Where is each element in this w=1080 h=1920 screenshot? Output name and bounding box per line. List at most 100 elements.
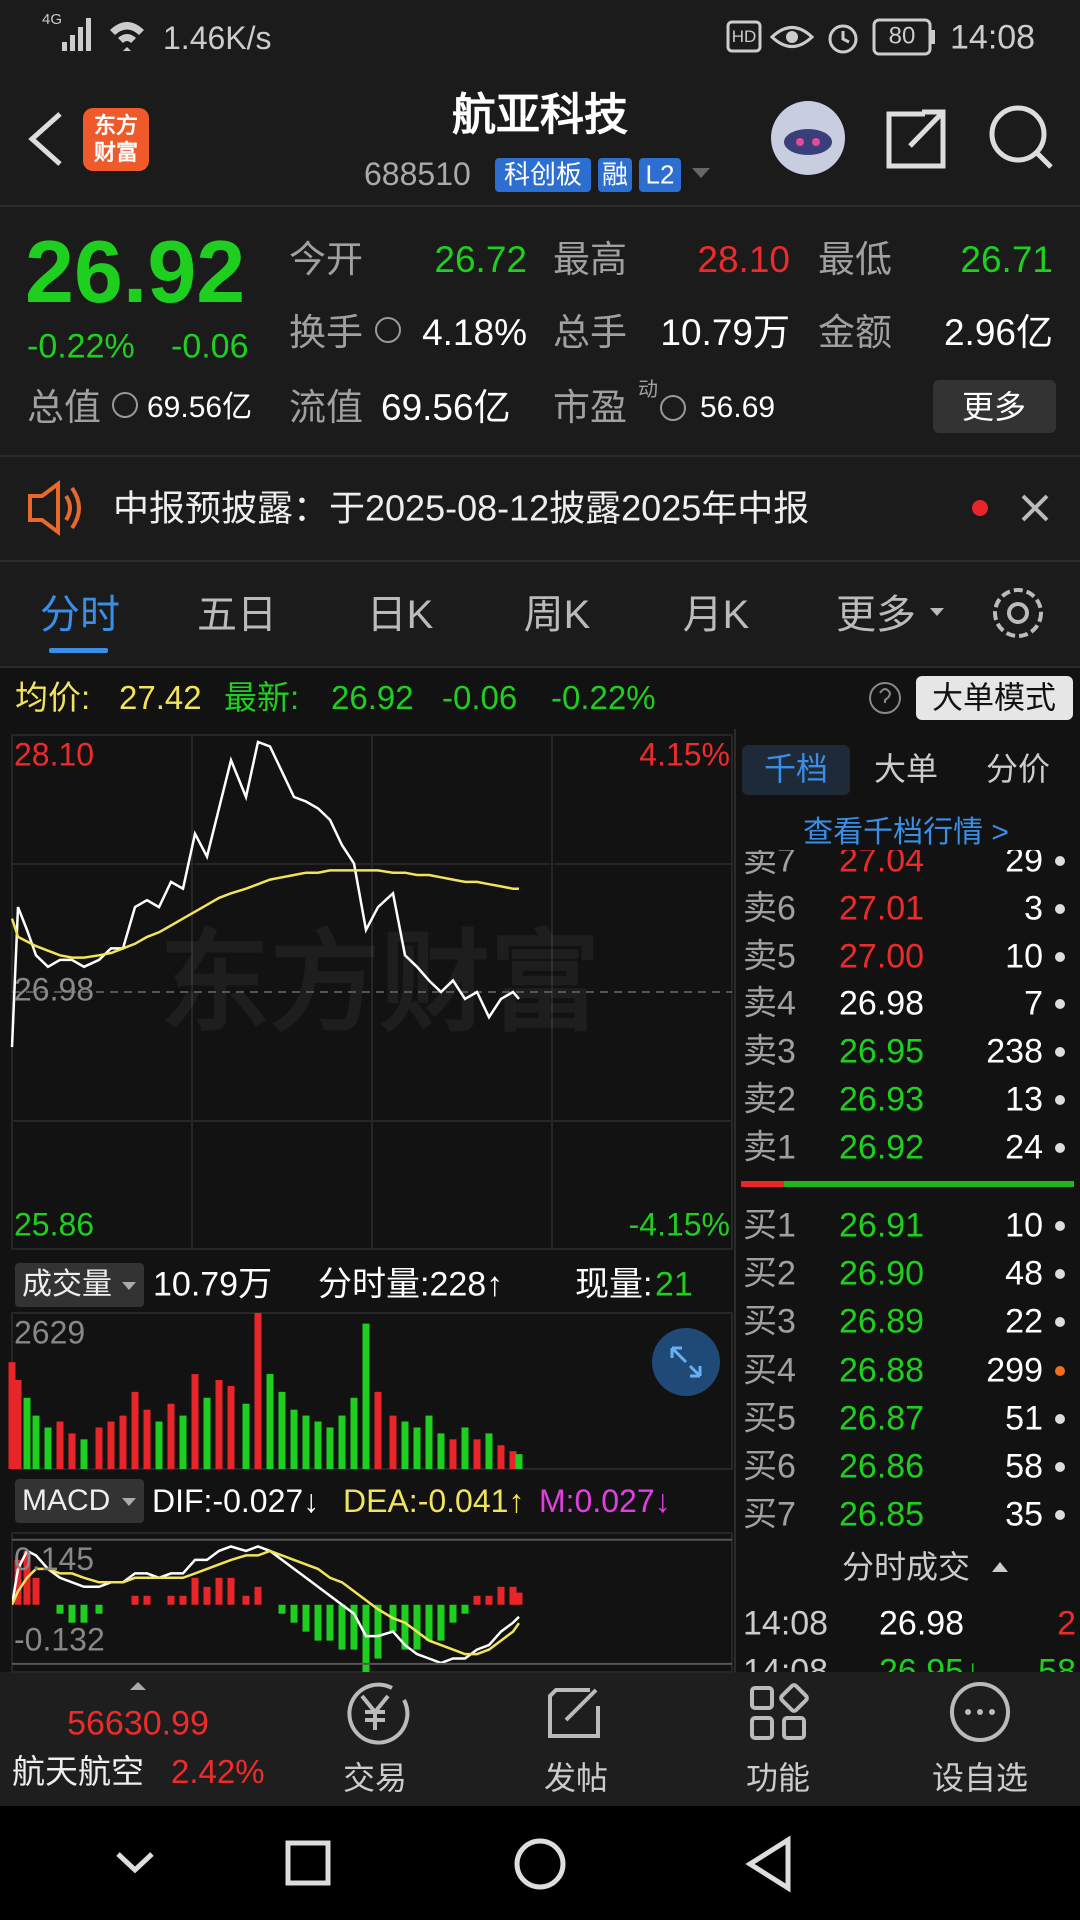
field-value: 2.96亿	[943, 311, 1053, 353]
field-label: 金额	[818, 311, 892, 353]
chart-tab[interactable]: 月K	[682, 593, 750, 637]
book-volume: 24	[1005, 1128, 1043, 1167]
book-volume: 35	[1005, 1495, 1043, 1534]
macd-bar	[497, 1586, 505, 1605]
settings-icon[interactable]	[993, 588, 1043, 638]
dropdown-icon[interactable]	[122, 1498, 136, 1506]
book-price: 26.95	[839, 1032, 925, 1071]
index-change[interactable]: 2.42%	[171, 1753, 265, 1791]
book-tab[interactable]: 分价	[985, 750, 1051, 787]
field-label: 今开	[289, 238, 363, 280]
volume-bar	[227, 1385, 235, 1469]
volume-bar	[314, 1421, 322, 1469]
book-volume: 29	[1005, 850, 1043, 880]
nav-item[interactable]: 功能	[745, 1759, 811, 1796]
volume-bar	[497, 1445, 505, 1469]
y-tick-label: 26.98	[14, 971, 94, 1007]
dropdown-icon[interactable]	[930, 608, 944, 616]
nav-item[interactable]: 发帖	[543, 1759, 609, 1796]
assistant-icon[interactable]	[771, 101, 845, 175]
book-link[interactable]: 查看千档行情 >	[803, 816, 1009, 849]
search-icon[interactable]	[989, 105, 1053, 169]
indicator-selector[interactable]: 成交量	[22, 1268, 112, 1301]
book-tab[interactable]: 千档	[763, 750, 829, 787]
row-dot	[1055, 999, 1065, 1010]
index-value[interactable]: 56630.99	[67, 1704, 209, 1743]
volume-bar	[14, 1379, 22, 1469]
y-tick-label: 2629	[14, 1314, 85, 1350]
macd-bar	[179, 1595, 187, 1605]
share-icon[interactable]	[886, 109, 946, 169]
index-name[interactable]: 航天航空	[12, 1753, 144, 1791]
chart-tab[interactable]: 周K	[523, 593, 591, 637]
trade-time: 14:08	[743, 1652, 829, 1672]
macd-bar	[350, 1604, 358, 1650]
chart-tab[interactable]: 五日	[197, 593, 277, 637]
indicator-selector[interactable]: MACD	[22, 1484, 111, 1517]
stock-tag: 融	[601, 159, 629, 190]
close-icon[interactable]	[1021, 494, 1049, 522]
mode-button[interactable]	[916, 676, 1073, 720]
row-dot	[1055, 1142, 1065, 1153]
change-pct: -0.22%	[551, 679, 656, 717]
chart-tab[interactable]: 更多	[836, 593, 916, 637]
chart-tab[interactable]: 分时	[40, 593, 120, 637]
system-nav[interactable]	[116, 1835, 791, 1893]
notice-text[interactable]: 中报预披露：于2025-08-12披露2025年中报	[113, 487, 810, 529]
network-type: 4G	[42, 11, 63, 28]
expand-icon[interactable]	[130, 1682, 146, 1690]
book-tab[interactable]: 大单	[873, 750, 939, 787]
book-volume: 238	[986, 1032, 1043, 1071]
stock-code: 688510	[364, 155, 471, 192]
chart-tab[interactable]: 日K	[366, 593, 434, 637]
field-value: 28.10	[697, 238, 790, 280]
nav-item[interactable]: 交易	[342, 1759, 408, 1796]
book-volume: 58	[1005, 1447, 1043, 1486]
tab-highlight	[742, 745, 850, 795]
avg-price: 27.42	[119, 679, 202, 717]
book-volume: 10	[1005, 1206, 1043, 1245]
volume-bar	[203, 1397, 211, 1469]
app-logo[interactable]	[83, 108, 149, 171]
volume-bar	[155, 1421, 163, 1469]
order-book: 卖7 27.04 29 卖6 27.01 3 卖5 27.00 10 卖4 26.98 7 卖3 26.9…	[736, 850, 1080, 1672]
y-tick-label: -4.15%	[629, 1206, 730, 1242]
trade-price: 26.98	[879, 1604, 965, 1643]
volume-bar	[278, 1391, 286, 1469]
volume-bar	[8, 1362, 16, 1469]
dropdown-icon[interactable]	[692, 168, 710, 178]
selector-bg[interactable]	[15, 1263, 144, 1307]
macd-bar	[80, 1604, 88, 1623]
collapse-icon[interactable]	[992, 1562, 1008, 1572]
book-volume: 10	[1005, 937, 1043, 976]
row-dot	[1055, 1047, 1065, 1058]
total-volume: 10.79万	[153, 1265, 273, 1304]
macd-m: M:0.027↓	[539, 1482, 671, 1519]
dropdown-icon[interactable]	[122, 1282, 136, 1290]
more-button[interactable]	[933, 380, 1056, 433]
volume-bar	[23, 1397, 31, 1469]
row-dot	[1055, 1413, 1065, 1424]
trades-title[interactable]: 分时成交	[841, 1548, 971, 1585]
field-value: 10.79万	[660, 311, 790, 353]
row-dot	[1055, 1462, 1065, 1472]
mode-button[interactable]: 大单模式	[932, 680, 1056, 716]
speaker-icon	[28, 480, 81, 536]
volume-bar	[290, 1409, 298, 1469]
field-value: 4.18%	[422, 311, 527, 353]
book-price: 26.92	[839, 1128, 925, 1167]
field-value: 69.56亿	[381, 386, 511, 428]
macd-dif: DIF:-0.027↓	[152, 1482, 320, 1519]
macd-bar	[227, 1577, 235, 1605]
book-price: 26.88	[839, 1351, 925, 1390]
y-tick-label: 0.145	[14, 1541, 94, 1577]
nav-icons[interactable]	[347, 1682, 1010, 1745]
selector-bg[interactable]	[15, 1479, 144, 1523]
more-button[interactable]: 更多	[961, 388, 1027, 425]
macd-bar	[32, 1577, 40, 1605]
back-icon[interactable]	[28, 112, 62, 166]
help-icon[interactable]	[869, 682, 901, 714]
nav-item[interactable]: 设自选	[931, 1759, 1029, 1796]
macd-bar	[242, 1595, 250, 1605]
book-label: 买4	[743, 1351, 796, 1390]
